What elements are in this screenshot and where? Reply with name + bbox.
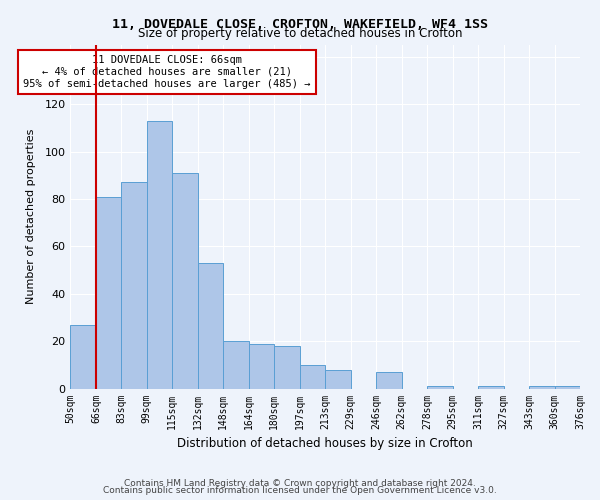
Text: Contains public sector information licensed under the Open Government Licence v3: Contains public sector information licen… — [103, 486, 497, 495]
Bar — [427, 386, 452, 388]
Bar — [554, 386, 580, 388]
Bar — [147, 121, 172, 388]
Text: 11, DOVEDALE CLOSE, CROFTON, WAKEFIELD, WF4 1SS: 11, DOVEDALE CLOSE, CROFTON, WAKEFIELD, … — [112, 18, 488, 30]
Bar — [223, 341, 249, 388]
Bar — [172, 173, 198, 388]
Y-axis label: Number of detached properties: Number of detached properties — [26, 129, 36, 304]
Text: 11 DOVEDALE CLOSE: 66sqm
← 4% of detached houses are smaller (21)
95% of semi-de: 11 DOVEDALE CLOSE: 66sqm ← 4% of detache… — [23, 56, 311, 88]
X-axis label: Distribution of detached houses by size in Crofton: Distribution of detached houses by size … — [178, 437, 473, 450]
Bar — [300, 365, 325, 388]
Bar — [376, 372, 401, 388]
Bar — [96, 196, 121, 388]
Bar — [325, 370, 350, 388]
Text: Size of property relative to detached houses in Crofton: Size of property relative to detached ho… — [138, 28, 462, 40]
Bar — [274, 346, 300, 389]
Bar — [198, 263, 223, 388]
Bar — [529, 386, 554, 388]
Text: Contains HM Land Registry data © Crown copyright and database right 2024.: Contains HM Land Registry data © Crown c… — [124, 478, 476, 488]
Bar — [478, 386, 503, 388]
Bar — [249, 344, 274, 388]
Bar — [70, 324, 96, 388]
Bar — [121, 182, 147, 388]
